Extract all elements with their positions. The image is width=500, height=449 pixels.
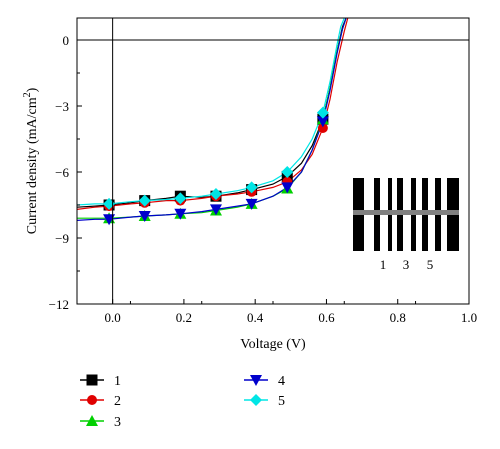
y-axis-title: Current density (mA/cm2) [22, 87, 40, 234]
series-4-marker [103, 214, 116, 226]
y-tick-label: −12 [49, 297, 69, 312]
series-layer [77, 18, 349, 221]
y-tick-label: −3 [55, 99, 69, 114]
y-axis-title-close: ) [25, 87, 40, 92]
marker-layer [103, 106, 329, 226]
inset-bar [353, 210, 459, 215]
series-4-marker [138, 211, 151, 222]
series-2-marker [317, 123, 328, 133]
y-tick-label: −9 [55, 231, 69, 246]
x-tick-label: 1.0 [461, 310, 477, 325]
legend-label-4: 4 [278, 374, 285, 389]
series-4-marker [281, 182, 294, 194]
x-tick-label: 0.4 [247, 310, 264, 325]
inset-label: 3 [403, 257, 410, 272]
series-5-marker [138, 194, 151, 207]
series-4-marker [316, 116, 329, 128]
legend-label-1: 1 [114, 374, 121, 389]
y-axis-title-main: Current density (mA/cm [25, 97, 40, 234]
x-tick-label: 0.8 [390, 310, 406, 325]
series-5-marker [103, 197, 116, 210]
legend-marker-5 [250, 394, 262, 406]
plot-frame [76, 17, 470, 305]
axes-layer: 0.0 0.2 0.4 0.6 0.8 1.0 0 −3 −6 −9 −12 Voltage (V) C… [22, 17, 477, 352]
inset-label: 5 [427, 257, 434, 272]
series-line-2 [77, 18, 349, 210]
series-5-marker [174, 192, 187, 205]
x-tick-label: 0.0 [105, 310, 121, 325]
series-line-3 [77, 18, 347, 219]
series-line-4 [77, 18, 347, 221]
series-5-marker [245, 181, 258, 194]
series-5-marker [281, 166, 294, 178]
series-4-marker [174, 208, 187, 220]
legend-label-3: 3 [114, 415, 121, 430]
legend: 1 2 3 4 5 [80, 374, 285, 430]
series-5-marker [316, 106, 329, 119]
y-tick-label: 0 [63, 33, 70, 48]
legend-marker-4 [250, 375, 262, 386]
legend-marker-3 [86, 415, 98, 426]
series-4-marker [245, 198, 258, 210]
inset-label: 1 [380, 257, 387, 272]
series-5-marker [209, 188, 222, 200]
legend-label-5: 5 [278, 394, 285, 409]
x-axis-title: Voltage (V) [240, 337, 306, 352]
legend-marker-1 [86, 374, 98, 386]
legend-marker-2 [87, 395, 97, 405]
x-tick-label: 0.6 [318, 310, 335, 325]
y-axis-title-sup: 2 [22, 92, 33, 97]
inset-pattern: 1 3 5 [353, 178, 459, 272]
y-tick-label: −6 [55, 165, 69, 180]
series-line-1 [77, 18, 347, 208]
series-line-5 [77, 18, 345, 206]
legend-label-2: 2 [114, 394, 121, 409]
series-4-marker [209, 204, 222, 216]
x-tick-label: 0.2 [176, 310, 192, 325]
